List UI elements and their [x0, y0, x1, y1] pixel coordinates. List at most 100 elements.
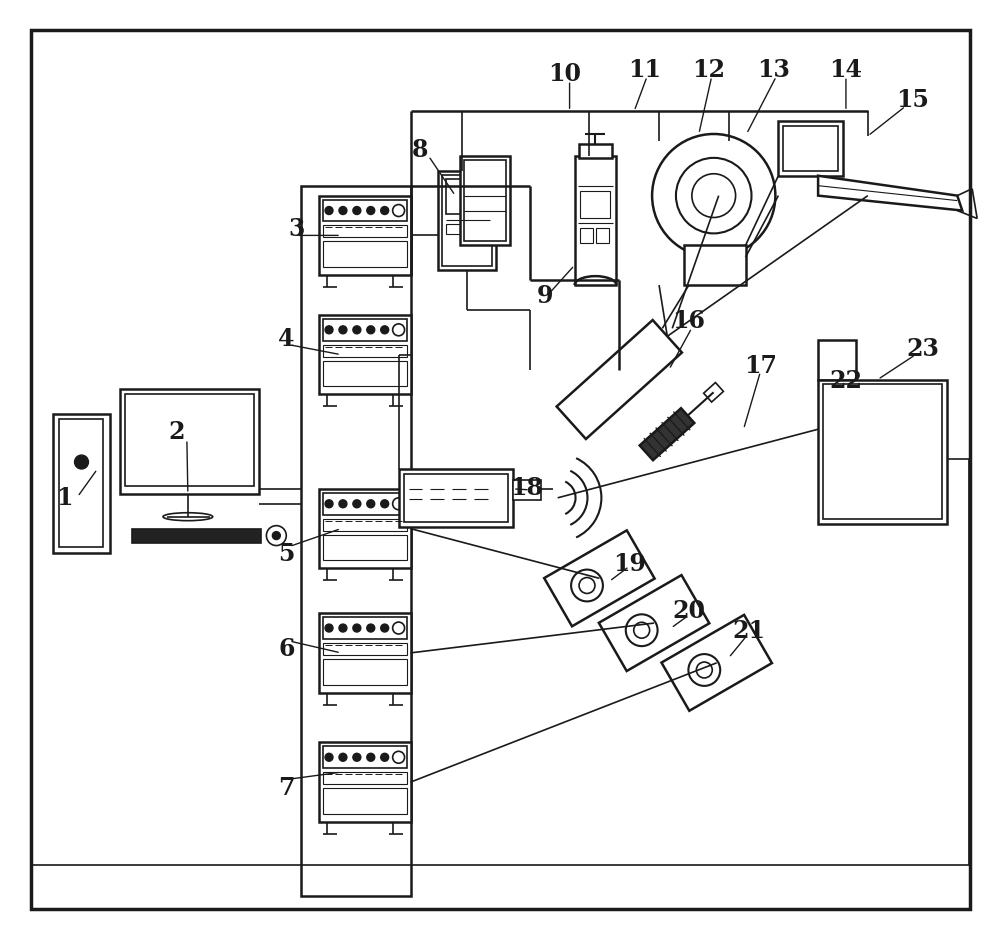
Text: 19: 19: [613, 552, 646, 576]
Circle shape: [381, 500, 389, 508]
Bar: [464, 161, 506, 242]
Text: 15: 15: [896, 88, 929, 112]
Circle shape: [325, 500, 333, 508]
Bar: [323, 772, 407, 784]
Text: 9: 9: [536, 284, 553, 308]
Bar: [446, 180, 488, 214]
Circle shape: [325, 327, 333, 334]
Polygon shape: [704, 383, 723, 402]
Bar: [323, 535, 407, 561]
Bar: [438, 171, 496, 271]
Bar: [120, 390, 259, 494]
Text: 1: 1: [56, 485, 73, 509]
Bar: [823, 385, 942, 519]
Bar: [323, 618, 407, 639]
Circle shape: [367, 327, 375, 334]
Text: 22: 22: [829, 368, 862, 392]
Bar: [323, 361, 407, 388]
Bar: [579, 145, 612, 159]
Text: 23: 23: [906, 336, 939, 360]
Polygon shape: [661, 615, 772, 711]
Bar: [323, 659, 407, 685]
Text: 21: 21: [732, 619, 765, 642]
Bar: [301, 186, 411, 897]
Text: 8: 8: [412, 138, 429, 162]
Circle shape: [367, 500, 375, 508]
Bar: [53, 415, 110, 554]
Bar: [783, 127, 838, 171]
Bar: [404, 475, 508, 522]
Circle shape: [353, 500, 361, 508]
Bar: [596, 229, 609, 244]
Bar: [460, 156, 510, 246]
Bar: [319, 197, 411, 276]
Circle shape: [367, 624, 375, 633]
Text: 10: 10: [548, 63, 581, 86]
Text: 18: 18: [510, 475, 543, 499]
Circle shape: [353, 753, 361, 761]
Bar: [513, 480, 541, 500]
Circle shape: [339, 327, 347, 334]
Bar: [323, 345, 407, 358]
Text: 20: 20: [672, 598, 705, 622]
Bar: [580, 192, 610, 219]
Bar: [125, 395, 254, 487]
Circle shape: [367, 208, 375, 215]
Circle shape: [325, 624, 333, 633]
Circle shape: [381, 624, 389, 633]
Text: 13: 13: [757, 58, 790, 82]
Circle shape: [353, 624, 361, 633]
Circle shape: [75, 456, 88, 470]
Polygon shape: [599, 576, 709, 671]
Text: 12: 12: [692, 58, 725, 82]
Bar: [323, 242, 407, 268]
Bar: [323, 788, 407, 814]
Text: 2: 2: [169, 419, 185, 444]
Bar: [319, 742, 411, 822]
Bar: [684, 246, 746, 285]
Circle shape: [381, 208, 389, 215]
Bar: [323, 319, 407, 342]
Bar: [323, 519, 407, 531]
Circle shape: [353, 208, 361, 215]
Bar: [580, 229, 593, 244]
Bar: [319, 315, 411, 395]
Bar: [132, 529, 261, 543]
Bar: [818, 341, 856, 380]
Bar: [818, 380, 947, 524]
Circle shape: [381, 753, 389, 761]
Circle shape: [339, 500, 347, 508]
Text: 17: 17: [744, 353, 777, 377]
Bar: [323, 643, 407, 655]
Text: 16: 16: [672, 309, 705, 332]
Polygon shape: [818, 177, 962, 212]
Circle shape: [339, 208, 347, 215]
Polygon shape: [544, 531, 655, 626]
Bar: [323, 200, 407, 222]
Bar: [468, 226, 486, 235]
Circle shape: [339, 753, 347, 761]
Text: 4: 4: [278, 327, 295, 350]
Circle shape: [367, 753, 375, 761]
Bar: [399, 470, 513, 527]
Bar: [446, 226, 464, 235]
Text: 11: 11: [628, 58, 661, 82]
Polygon shape: [557, 321, 682, 440]
Text: 7: 7: [278, 775, 295, 799]
Circle shape: [353, 327, 361, 334]
Bar: [323, 493, 407, 515]
Polygon shape: [640, 409, 694, 461]
Text: 3: 3: [288, 217, 304, 241]
Circle shape: [272, 532, 280, 540]
Circle shape: [325, 753, 333, 761]
Circle shape: [481, 238, 487, 244]
Circle shape: [381, 327, 389, 334]
Bar: [319, 613, 411, 693]
Bar: [323, 227, 407, 238]
Bar: [323, 747, 407, 768]
Text: 14: 14: [829, 58, 862, 82]
Text: 5: 5: [278, 542, 294, 566]
Bar: [319, 490, 411, 569]
Bar: [575, 156, 616, 285]
Bar: [442, 176, 492, 267]
